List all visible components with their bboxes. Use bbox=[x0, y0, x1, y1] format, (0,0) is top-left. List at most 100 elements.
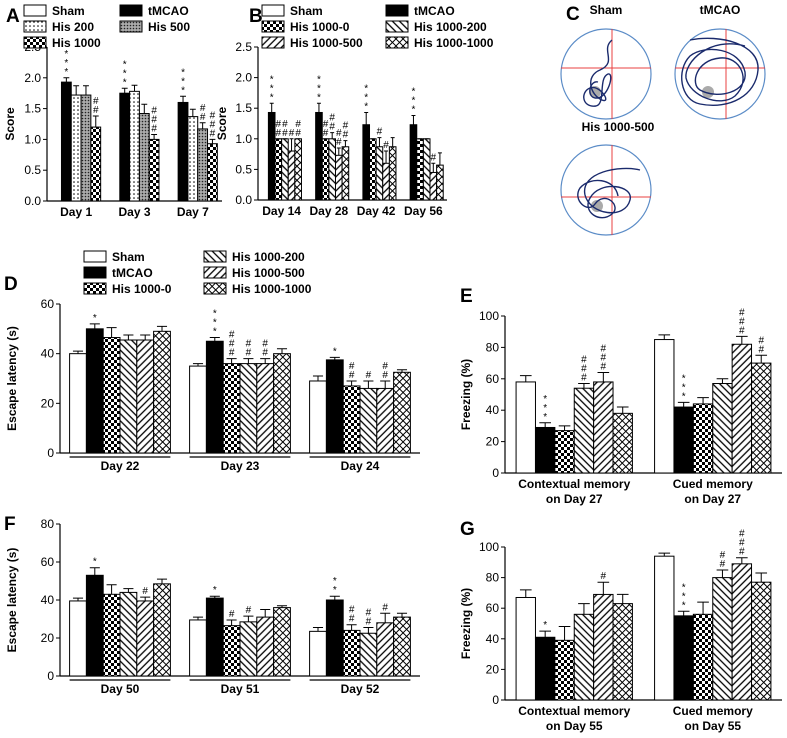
bar bbox=[325, 599, 344, 677]
error-bar bbox=[697, 397, 709, 404]
bar bbox=[197, 128, 209, 202]
y-tick-label: 60 bbox=[41, 555, 55, 569]
y-tick-label: 2.0 bbox=[235, 71, 252, 85]
bar bbox=[593, 381, 614, 474]
significance: *** bbox=[61, 49, 72, 76]
error-bar bbox=[558, 425, 571, 431]
y-axis-label: Score bbox=[215, 107, 229, 141]
bar bbox=[222, 363, 241, 454]
bar bbox=[515, 381, 536, 474]
bar bbox=[573, 613, 595, 701]
y-tick-label: 20 bbox=[486, 662, 500, 676]
bar bbox=[612, 412, 633, 474]
x-tick-label: Contextual memory bbox=[518, 704, 630, 718]
legend-label: tMCAO bbox=[414, 4, 455, 18]
error-bar bbox=[260, 609, 271, 618]
legend-label: His 1000-0 bbox=[112, 282, 172, 296]
x-tick-label: on Day 27 bbox=[546, 492, 603, 506]
maze-sham bbox=[560, 28, 652, 120]
error-bar bbox=[343, 140, 348, 147]
legend-swatch bbox=[385, 36, 409, 49]
bar bbox=[341, 146, 350, 201]
error-bar bbox=[396, 369, 408, 373]
significance: *** bbox=[361, 83, 372, 110]
error-bar bbox=[431, 162, 436, 173]
legend-label: Sham bbox=[112, 250, 145, 264]
legend-swatch bbox=[119, 20, 143, 33]
bar bbox=[382, 162, 390, 201]
error-bar bbox=[539, 630, 551, 638]
bar bbox=[60, 81, 72, 202]
error-bar bbox=[209, 595, 220, 599]
significance: *** bbox=[313, 74, 324, 101]
error-bar bbox=[658, 334, 671, 340]
bar bbox=[375, 146, 384, 201]
x-tick-label: Day 52 bbox=[341, 682, 380, 696]
bar bbox=[153, 583, 171, 677]
bar bbox=[359, 632, 378, 677]
bar bbox=[102, 337, 121, 454]
maze-his bbox=[560, 144, 652, 236]
bar bbox=[673, 615, 694, 701]
bar bbox=[731, 343, 753, 474]
x-tick-label: Day 51 bbox=[221, 682, 260, 696]
bar bbox=[409, 124, 418, 201]
y-axis-label: Freezing (%) bbox=[459, 588, 473, 659]
x-tick-label: Day 24 bbox=[341, 459, 380, 473]
error-bar bbox=[269, 102, 274, 113]
error-bar bbox=[346, 380, 357, 386]
bar bbox=[712, 577, 733, 701]
error-bar bbox=[716, 569, 729, 578]
bar bbox=[429, 171, 438, 201]
x-tick-label: Cued memory bbox=[673, 704, 753, 718]
error-bar bbox=[390, 137, 395, 147]
bar bbox=[362, 124, 371, 201]
legend-label: His 1000-500 bbox=[232, 266, 305, 280]
error-bar bbox=[736, 335, 748, 345]
x-tick-label: on Day 55 bbox=[684, 719, 741, 733]
error-bar bbox=[192, 363, 204, 367]
significance: # bbox=[381, 140, 392, 149]
y-tick-label: 20 bbox=[486, 435, 500, 449]
bar bbox=[189, 365, 207, 454]
bar bbox=[239, 621, 258, 677]
error-bar bbox=[519, 589, 532, 598]
bar bbox=[274, 138, 283, 201]
bar bbox=[751, 362, 772, 474]
error-bar bbox=[396, 612, 408, 618]
error-bar bbox=[189, 108, 196, 117]
error-bar bbox=[140, 334, 151, 341]
error-bar bbox=[312, 627, 324, 632]
y-tick-label: 0.5 bbox=[24, 163, 41, 177]
y-tick-label: 0.0 bbox=[24, 194, 41, 208]
y-tick-label: 60 bbox=[486, 372, 500, 386]
x-tick-label: Day 14 bbox=[262, 204, 301, 218]
legend-label: His 1000-200 bbox=[414, 20, 487, 34]
error-bar bbox=[312, 375, 324, 381]
significance: *** bbox=[678, 582, 689, 609]
panel-letter: F bbox=[4, 514, 16, 535]
bar bbox=[692, 403, 714, 474]
error-bar bbox=[519, 375, 532, 382]
significance: ### bbox=[598, 344, 609, 371]
trace-title: Sham bbox=[590, 3, 623, 17]
error-bar bbox=[83, 85, 89, 96]
y-tick-label: 80 bbox=[486, 340, 500, 354]
significance: ## bbox=[380, 361, 391, 379]
bar bbox=[207, 143, 218, 202]
x-tick-label: Day 1 bbox=[60, 205, 92, 219]
bar bbox=[70, 94, 82, 202]
bar bbox=[136, 339, 155, 454]
error-bar bbox=[289, 138, 294, 152]
bar bbox=[177, 101, 189, 202]
bar bbox=[328, 138, 336, 201]
error-bar bbox=[226, 358, 237, 364]
significance: ## bbox=[363, 608, 374, 626]
x-tick-label: Contextual memory bbox=[518, 477, 630, 491]
error-bar bbox=[72, 597, 84, 601]
bar bbox=[321, 138, 330, 201]
significance: ## bbox=[756, 335, 767, 353]
bar bbox=[422, 138, 431, 201]
bar bbox=[119, 339, 138, 454]
significance: *** bbox=[178, 67, 189, 94]
